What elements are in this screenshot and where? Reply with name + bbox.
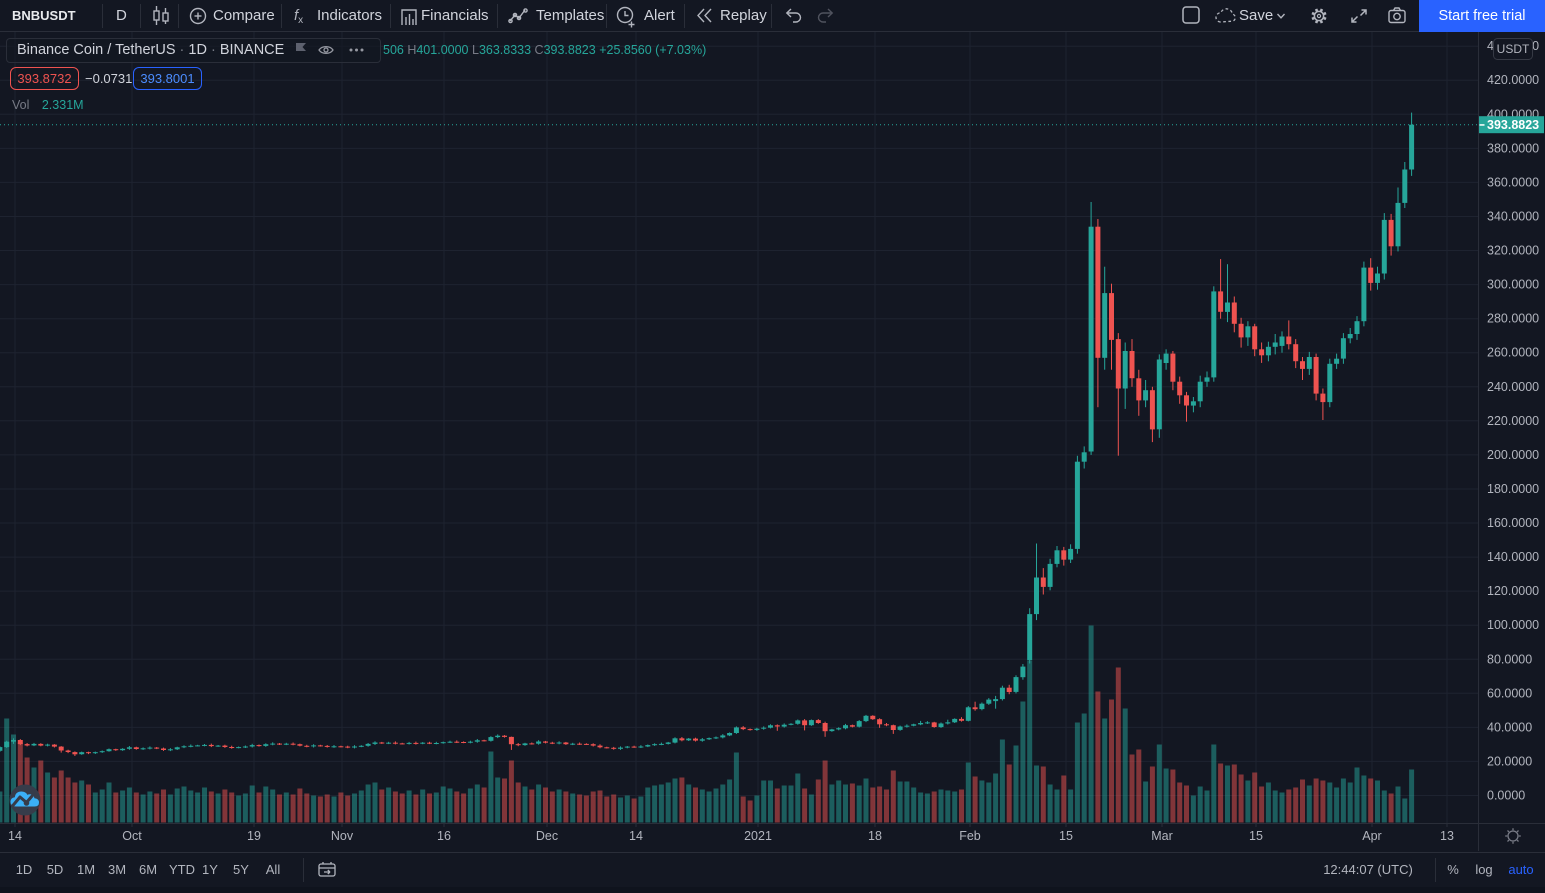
svg-text:280.0000: 280.0000 bbox=[1487, 312, 1539, 326]
svg-text:Dec: Dec bbox=[536, 829, 558, 843]
svg-text:300.0000: 300.0000 bbox=[1487, 278, 1539, 292]
svg-text:100.0000: 100.0000 bbox=[1487, 618, 1539, 632]
svg-text:393.8823: 393.8823 bbox=[1487, 118, 1539, 132]
svg-text:14: 14 bbox=[8, 829, 22, 843]
svg-text:Nov: Nov bbox=[331, 829, 354, 843]
svg-text:120.0000: 120.0000 bbox=[1487, 584, 1539, 598]
svg-text:2021: 2021 bbox=[744, 829, 772, 843]
svg-text:320.0000: 320.0000 bbox=[1487, 244, 1539, 258]
svg-text:Apr: Apr bbox=[1362, 829, 1381, 843]
svg-text:USDT: USDT bbox=[1497, 42, 1530, 56]
svg-text:260.0000: 260.0000 bbox=[1487, 346, 1539, 360]
svg-text:420.0000: 420.0000 bbox=[1487, 73, 1539, 87]
svg-text:380.0000: 380.0000 bbox=[1487, 141, 1539, 155]
svg-text:16: 16 bbox=[437, 829, 451, 843]
svg-text:Oct: Oct bbox=[122, 829, 142, 843]
svg-text:Feb: Feb bbox=[959, 829, 981, 843]
svg-text:220.0000: 220.0000 bbox=[1487, 414, 1539, 428]
svg-text:160.0000: 160.0000 bbox=[1487, 516, 1539, 530]
svg-text:360.0000: 360.0000 bbox=[1487, 175, 1539, 189]
svg-text:Mar: Mar bbox=[1151, 829, 1173, 843]
svg-text:15: 15 bbox=[1059, 829, 1073, 843]
svg-text:80.0000: 80.0000 bbox=[1487, 652, 1532, 666]
svg-text:180.0000: 180.0000 bbox=[1487, 482, 1539, 496]
svg-text:18: 18 bbox=[868, 829, 882, 843]
svg-text:20.0000: 20.0000 bbox=[1487, 754, 1532, 768]
svg-text:40.0000: 40.0000 bbox=[1487, 720, 1532, 734]
svg-text:240.0000: 240.0000 bbox=[1487, 380, 1539, 394]
svg-text:15: 15 bbox=[1249, 829, 1263, 843]
svg-text:14: 14 bbox=[629, 829, 643, 843]
svg-text:140.0000: 140.0000 bbox=[1487, 550, 1539, 564]
svg-text:0.0000: 0.0000 bbox=[1487, 789, 1525, 803]
svg-text:19: 19 bbox=[247, 829, 261, 843]
svg-text:13: 13 bbox=[1440, 829, 1454, 843]
svg-text:200.0000: 200.0000 bbox=[1487, 448, 1539, 462]
svg-text:60.0000: 60.0000 bbox=[1487, 686, 1532, 700]
svg-text:340.0000: 340.0000 bbox=[1487, 210, 1539, 224]
